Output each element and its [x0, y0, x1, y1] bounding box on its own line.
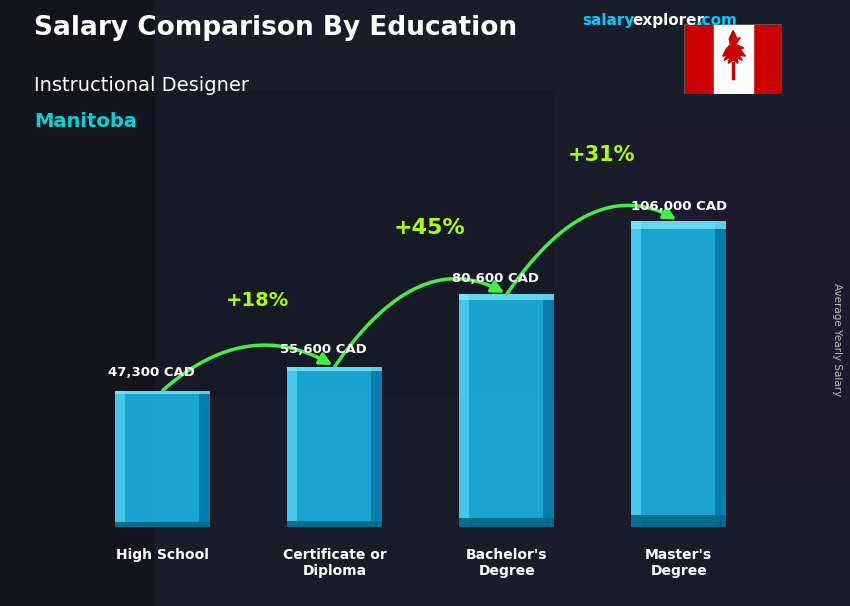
- Bar: [714, 24, 753, 94]
- Bar: [460, 518, 554, 527]
- Text: Bachelor's
Degree: Bachelor's Degree: [466, 548, 547, 578]
- Bar: [460, 295, 469, 527]
- Bar: [752, 24, 782, 94]
- Bar: [460, 295, 554, 300]
- Text: .com: .com: [696, 13, 737, 28]
- Text: Manitoba: Manitoba: [34, 112, 137, 131]
- FancyBboxPatch shape: [632, 221, 726, 527]
- Text: 55,600 CAD: 55,600 CAD: [280, 343, 366, 356]
- Bar: [632, 515, 726, 527]
- Bar: [715, 221, 726, 527]
- Text: +18%: +18%: [226, 291, 289, 310]
- Bar: [116, 390, 210, 394]
- Bar: [638, 121, 850, 485]
- Text: 106,000 CAD: 106,000 CAD: [631, 201, 727, 213]
- Text: Certificate or
Diploma: Certificate or Diploma: [283, 548, 387, 578]
- Bar: [632, 221, 726, 228]
- Text: High School: High School: [116, 548, 209, 562]
- Bar: [542, 295, 554, 527]
- Bar: [199, 390, 210, 527]
- Text: 80,600 CAD: 80,600 CAD: [451, 272, 539, 285]
- Polygon shape: [722, 30, 745, 63]
- Bar: [116, 390, 125, 527]
- Bar: [0, 0, 153, 606]
- Bar: [287, 367, 382, 370]
- Bar: [287, 521, 382, 527]
- Bar: [85, 91, 552, 394]
- FancyBboxPatch shape: [116, 390, 210, 527]
- FancyBboxPatch shape: [460, 295, 554, 527]
- Bar: [116, 522, 210, 527]
- FancyBboxPatch shape: [287, 367, 382, 527]
- Text: +31%: +31%: [568, 144, 635, 164]
- Bar: [287, 367, 297, 527]
- Text: Average Yearly Salary: Average Yearly Salary: [832, 283, 842, 396]
- Text: +45%: +45%: [394, 218, 465, 238]
- Text: Salary Comparison By Education: Salary Comparison By Education: [34, 15, 517, 41]
- Text: Master's
Degree: Master's Degree: [645, 548, 712, 578]
- Bar: [684, 24, 714, 94]
- Bar: [371, 367, 382, 527]
- Text: salary: salary: [582, 13, 635, 28]
- Bar: [632, 221, 641, 527]
- Text: Instructional Designer: Instructional Designer: [34, 76, 249, 95]
- Text: explorer: explorer: [632, 13, 705, 28]
- Text: 47,300 CAD: 47,300 CAD: [108, 366, 195, 379]
